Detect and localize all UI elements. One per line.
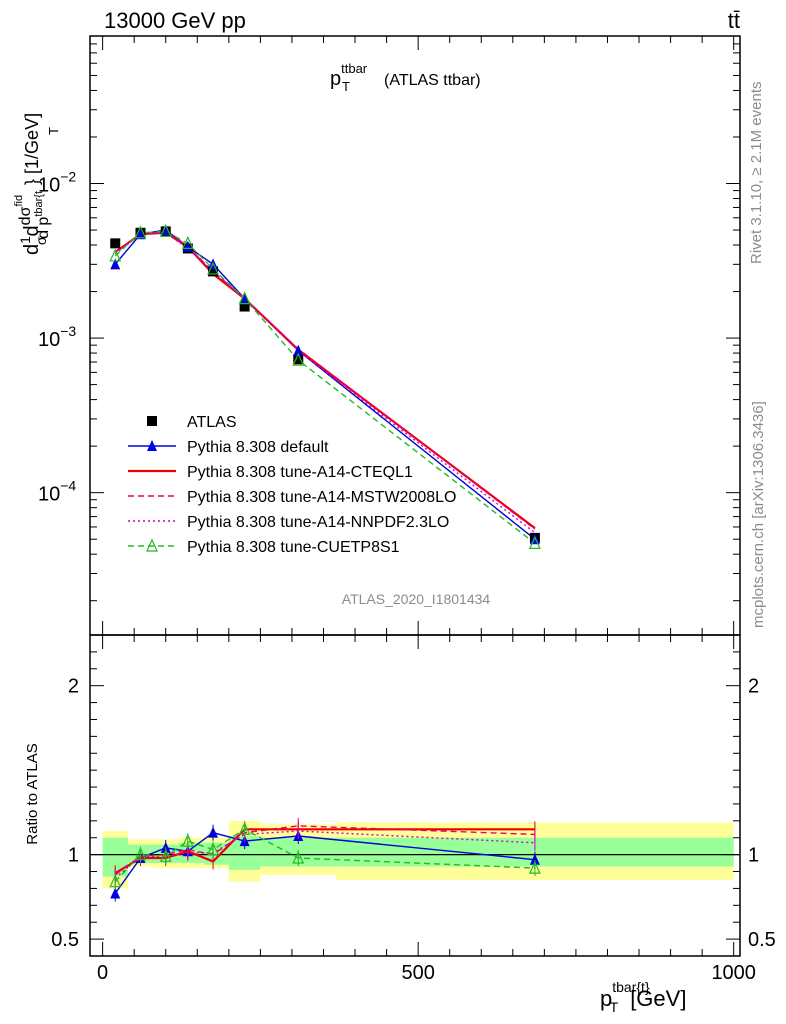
rivet-label: Rivet 3.1.10, ≥ 2.1M events xyxy=(748,82,765,265)
ratio-tick-labels: 0.5 0.5 1 1 2 2 0 500 1000 xyxy=(51,676,776,984)
series-1-point xyxy=(182,240,193,252)
series-5-point xyxy=(238,291,251,305)
series-1-point xyxy=(239,292,250,304)
ratio-panel: 0.5 0.5 1 1 2 2 0 500 1000 Ratio to ATLAS xyxy=(24,634,776,984)
legend-label-3: Pythia 8.308 tune-A14-MSTW2008LO xyxy=(187,489,456,506)
ratio-x-tick-label: 1000 xyxy=(711,962,756,984)
y-tick-label: 10−2 xyxy=(38,169,76,197)
series-5-point xyxy=(528,535,541,549)
series-0-point xyxy=(208,266,219,277)
series-3-line xyxy=(114,230,536,530)
legend-label-1: Pythia 8.308 default xyxy=(187,439,329,456)
svg-text:d1σddσfidd ptbar{t} [1/GeV]: d1σddσfidd ptbar{t} [1/GeV] xyxy=(13,113,52,255)
ratio-series-0-point xyxy=(110,887,121,899)
main-data-layer xyxy=(109,223,541,549)
ratio-series-4-point xyxy=(181,833,194,847)
ratio-y-tick-label-left: 2 xyxy=(68,676,79,698)
series-5-point xyxy=(181,235,194,249)
legend-marker-5 xyxy=(146,538,158,552)
series-1-point xyxy=(293,344,304,356)
ratio-y-tick-label-left: 1 xyxy=(68,845,79,867)
ratio-series-4-point xyxy=(134,847,147,861)
series-5-point xyxy=(109,248,122,262)
series-5-point xyxy=(134,225,147,239)
series-0-point xyxy=(110,238,121,249)
ratio-frame xyxy=(89,634,741,957)
ratio-x-tick-label: 500 xyxy=(401,962,434,984)
series-5-point xyxy=(207,261,219,275)
series-0-point xyxy=(293,354,304,365)
legend-marker-1 xyxy=(147,440,157,451)
analysis-watermark: ATLAS_2020_I1801434 xyxy=(342,591,491,607)
ratio-ticks xyxy=(90,635,740,956)
plot-title-sub: T xyxy=(342,79,350,94)
legend-label-5: Pythia 8.308 tune-CUETP8S1 xyxy=(187,539,400,556)
series-1-point xyxy=(110,258,121,270)
ratio-series-4-point xyxy=(207,842,219,856)
series-5-point xyxy=(292,352,305,366)
plot-title-rest: (ATLAS ttbar) xyxy=(384,72,481,89)
series-2-line xyxy=(114,231,536,529)
series-5-line xyxy=(114,230,536,544)
series-0-point xyxy=(239,301,250,312)
legend-label-0: ATLAS xyxy=(187,414,237,431)
series-5-point xyxy=(159,223,172,237)
legend: ATLAS Pythia 8.308 default Pythia 8.308 tu… xyxy=(128,414,456,556)
legend-label-4: Pythia 8.308 tune-A14-NNPDF2.3LO xyxy=(187,514,449,531)
header-left: 13000 GeV pp xyxy=(104,8,246,33)
svg-text:T: T xyxy=(46,127,61,135)
ratio-data-layer xyxy=(109,817,541,902)
y-axis-label: d1σddσfidd ptbar{t} [1/GeV] T xyxy=(13,113,61,255)
plot-title: pttbar T (ATLAS ttbar) xyxy=(330,61,481,94)
series-1-point xyxy=(135,228,146,240)
main-y-tick-labels: 10−2 10−3 10−4 xyxy=(38,169,76,506)
ratio-y-tick-label-left: 0.5 xyxy=(51,929,79,951)
ratio-series-4-point xyxy=(292,850,305,864)
ratio-series-0-point xyxy=(208,826,219,838)
main-ticks xyxy=(90,35,740,635)
plot-title-sup: ttbar xyxy=(341,61,368,76)
ratio-series-4-point xyxy=(238,821,251,835)
legend-label-2: Pythia 8.308 tune-A14-CTEQL1 xyxy=(187,464,413,481)
ratio-x-tick-label: 0 xyxy=(97,962,108,984)
ratio-y-tick-label-right: 2 xyxy=(748,676,759,698)
plot-title-main: p xyxy=(330,68,341,90)
header-right: tt̄ xyxy=(728,8,740,33)
ratio-series-4-point xyxy=(109,874,122,888)
ratio-y-label: Ratio to ATLAS xyxy=(24,743,41,844)
ratio-y-tick-label-right: 1 xyxy=(748,845,759,867)
y-tick-label: 10−3 xyxy=(38,323,76,351)
series-4-line xyxy=(114,232,536,534)
ratio-series-2-line xyxy=(114,825,535,876)
mcplots-label: mcplots.cern.ch [arXiv:1306.3436] xyxy=(750,401,767,628)
y-tick-label: 10−4 xyxy=(38,478,76,506)
ratio-series-4-line xyxy=(114,828,535,883)
legend-marker-0 xyxy=(147,416,157,426)
ratio-y-tick-label-right: 0.5 xyxy=(748,929,776,951)
ratio-series-4-point xyxy=(528,860,541,874)
ratio-series-4-point xyxy=(159,848,172,862)
ratio-series-0-point xyxy=(529,853,540,865)
x-axis-label: ptbar{t} T [GeV] xyxy=(600,979,686,1015)
main-panel: 10−2 10−3 10−4 pttbar T (ATLAS ttbar) d1σddσ… xyxy=(13,35,741,636)
